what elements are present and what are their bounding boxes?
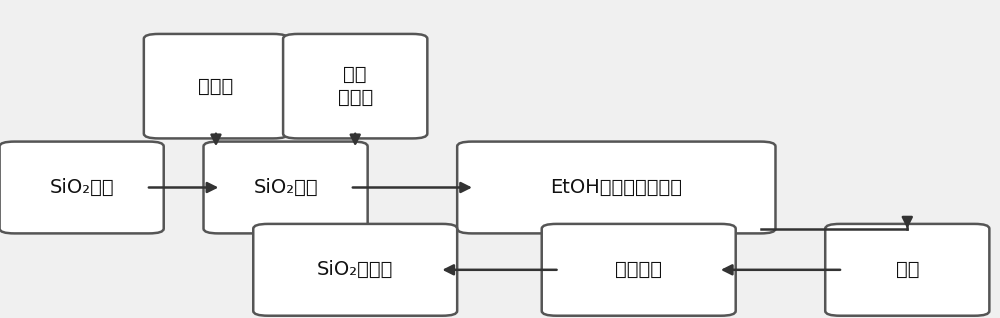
FancyBboxPatch shape [825, 224, 989, 316]
FancyBboxPatch shape [283, 34, 427, 138]
FancyBboxPatch shape [542, 224, 736, 316]
Text: SiO₂气凝胶: SiO₂气凝胶 [317, 260, 393, 279]
Text: 正己烷: 正己烷 [198, 77, 234, 96]
FancyBboxPatch shape [253, 224, 457, 316]
Text: SiO₂凝胶: SiO₂凝胶 [253, 178, 318, 197]
Text: 分级干燥: 分级干燥 [615, 260, 662, 279]
Text: SiO₂溶胶: SiO₂溶胶 [49, 178, 114, 197]
FancyBboxPatch shape [204, 142, 368, 233]
Text: 改性: 改性 [896, 260, 919, 279]
Text: EtOH溶剂置换和老化: EtOH溶剂置换和老化 [550, 178, 682, 197]
FancyBboxPatch shape [457, 142, 775, 233]
Text: 碱性
催化剂: 碱性 催化剂 [338, 65, 373, 107]
FancyBboxPatch shape [0, 142, 164, 233]
FancyBboxPatch shape [144, 34, 288, 138]
